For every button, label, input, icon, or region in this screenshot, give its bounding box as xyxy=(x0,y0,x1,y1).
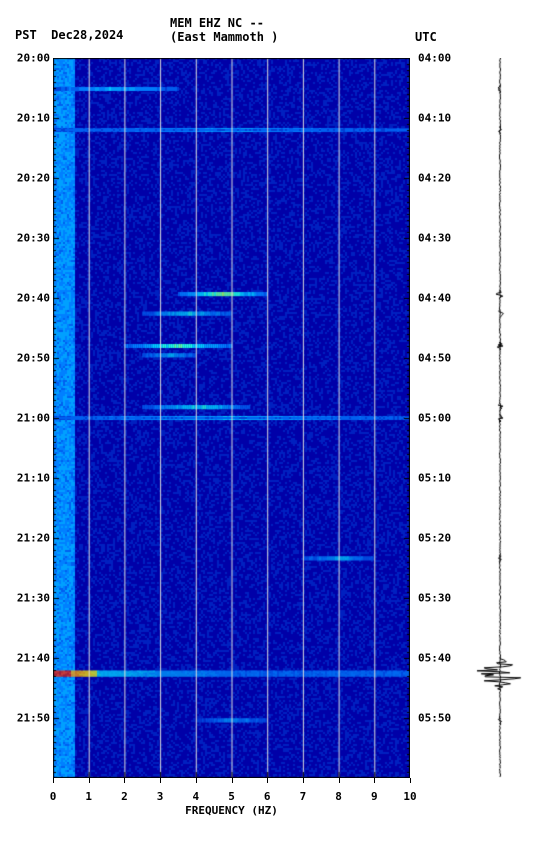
ytick-right: 04:50 xyxy=(418,352,451,365)
waveform-panel xyxy=(470,58,530,778)
ytick-right: 05:50 xyxy=(418,712,451,725)
ytick-left: 20:20 xyxy=(17,172,50,185)
xtick: 5 xyxy=(228,790,235,803)
x-axis-label: FREQUENCY (HZ) xyxy=(185,804,278,817)
ytick-right: 05:30 xyxy=(418,592,451,605)
date: Dec28,2024 xyxy=(51,28,123,42)
ytick-left: 21:20 xyxy=(17,532,50,545)
xtick: 7 xyxy=(300,790,307,803)
ytick-right: 04:30 xyxy=(418,232,451,245)
ytick-right: 05:40 xyxy=(418,652,451,665)
ytick-left: 21:30 xyxy=(17,592,50,605)
ytick-right: 05:20 xyxy=(418,532,451,545)
ytick-left: 20:00 xyxy=(17,52,50,65)
ytick-left: 21:10 xyxy=(17,472,50,485)
header-left: PST Dec28,2024 xyxy=(15,28,123,42)
y-axis-right: 04:0004:1004:2004:3004:4004:5005:0005:10… xyxy=(418,58,458,778)
ytick-right: 04:00 xyxy=(418,52,451,65)
ytick-left: 21:40 xyxy=(17,652,50,665)
xtick: 6 xyxy=(264,790,271,803)
ytick-left: 20:50 xyxy=(17,352,50,365)
tz-left: PST xyxy=(15,28,37,42)
ytick-right: 05:00 xyxy=(418,412,451,425)
xtick: 1 xyxy=(85,790,92,803)
ytick-left: 21:50 xyxy=(17,712,50,725)
ytick-left: 20:40 xyxy=(17,292,50,305)
xtick: 3 xyxy=(157,790,164,803)
ytick-right: 05:10 xyxy=(418,472,451,485)
xtick: 9 xyxy=(371,790,378,803)
tz-right: UTC xyxy=(415,30,437,44)
waveform-canvas xyxy=(470,58,530,778)
xtick: 4 xyxy=(192,790,199,803)
ytick-right: 04:40 xyxy=(418,292,451,305)
ytick-left: 21:00 xyxy=(17,412,50,425)
xtick: 2 xyxy=(121,790,128,803)
xtick: 8 xyxy=(335,790,342,803)
ytick-left: 20:10 xyxy=(17,112,50,125)
xtick: 10 xyxy=(403,790,416,803)
spectrogram-canvas xyxy=(53,58,410,778)
xtick: 0 xyxy=(50,790,57,803)
x-axis: FREQUENCY (HZ) 012345678910 xyxy=(53,778,410,818)
ytick-right: 04:10 xyxy=(418,112,451,125)
y-axis-left: 20:0020:1020:2020:3020:4020:5021:0021:10… xyxy=(10,58,50,778)
spectrogram-plot xyxy=(53,58,410,778)
station-line2: (East Mammoth ) xyxy=(170,30,278,44)
ytick-left: 20:30 xyxy=(17,232,50,245)
station-line1: MEM EHZ NC -- xyxy=(170,16,264,30)
ytick-right: 04:20 xyxy=(418,172,451,185)
